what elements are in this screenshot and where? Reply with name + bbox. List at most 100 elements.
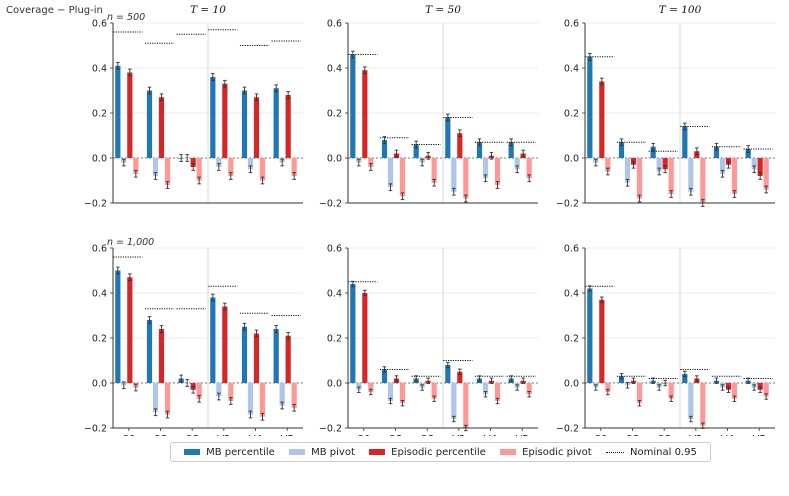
bar-episodic-percentile-v2 [222, 306, 228, 383]
bar-episodic-pivot-v5 [526, 158, 532, 179]
x-tick-label-v5: V5 [753, 434, 766, 436]
bar-mb-percentile-v4 [241, 90, 248, 158]
bar-mb-percentile-q3 [650, 146, 656, 158]
bar-mb-pivot-v4 [719, 158, 726, 174]
panel-r1-c2: −0.2 0.0 0.2 0.4 0.6 T = 50 [319, 4, 538, 210]
y-tick-label: −0.2 [319, 199, 342, 210]
bar-mb-pivot-v4 [482, 158, 489, 179]
y-tick-label: −0.2 [556, 424, 579, 435]
bar-episodic-pivot-v4 [731, 158, 738, 194]
figure-suptitle: Coverage − Plug-in [6, 5, 103, 16]
bar-episodic-pivot-q1 [605, 158, 611, 172]
bar-mb-percentile-q2 [381, 369, 388, 383]
bar-mb-pivot-q3 [656, 158, 662, 172]
bar-mb-pivot-q2 [387, 383, 394, 401]
bar-mb-pivot-v2 [688, 158, 694, 192]
bar-mb-pivot-v2 [216, 383, 222, 397]
y-tick-label: 0.4 [564, 289, 579, 300]
x-tick-label-q1: Q1 [122, 434, 136, 436]
legend-item-mb-percentile: MB percentile [184, 447, 275, 458]
x-tick-label-v4: V4 [249, 434, 262, 436]
bar-episodic-pivot-q1 [605, 383, 611, 392]
bar-mb-percentile-v2 [210, 77, 216, 158]
x-tick-label-q1: Q1 [357, 434, 371, 436]
bar-mb-percentile-q1 [350, 54, 356, 158]
column-title: T = 100 [659, 4, 702, 16]
y-tick-label: 0.2 [564, 109, 579, 120]
bar-episodic-pivot-v2 [228, 158, 234, 176]
legend-swatch-episodic-percentile [369, 449, 386, 455]
bar-episodic-percentile-v4 [725, 383, 732, 390]
x-tick-label-v2: V2 [217, 434, 230, 436]
bar-episodic-percentile-q1 [362, 293, 368, 383]
bar-episodic-percentile-v5 [285, 95, 291, 158]
y-tick-label: 0.4 [327, 64, 342, 75]
bar-episodic-pivot-v2 [228, 383, 234, 401]
legend-label-nominal: Nominal 0.95 [630, 446, 697, 458]
bar-mb-percentile-q1 [587, 56, 593, 158]
y-tick-label: 0.6 [92, 19, 107, 30]
bar-mb-percentile-v2 [445, 365, 451, 383]
x-tick-label-q2: Q2 [388, 434, 402, 436]
x-tick-label-q3: Q3 [420, 434, 434, 436]
x-tick-label-v2: V2 [452, 434, 465, 436]
bar-episodic-pivot-v5 [291, 158, 297, 176]
bar-episodic-percentile-v2 [457, 371, 463, 383]
bar-mb-percentile-q1 [115, 270, 121, 383]
bar-episodic-percentile-q2 [158, 97, 165, 158]
bar-episodic-percentile-q3 [190, 158, 196, 167]
x-tick-label-v2: V2 [689, 434, 702, 436]
legend-label-mb-percentile: MB percentile [206, 446, 275, 458]
y-tick-label: −0.2 [84, 199, 107, 210]
bar-mb-percentile-q2 [381, 140, 388, 158]
legend-item-episodic-percentile: Episodic percentile [369, 447, 486, 458]
bar-mb-percentile-v2 [445, 117, 451, 158]
bar-episodic-pivot-q3 [431, 383, 437, 399]
x-tick-label-v5: V5 [281, 434, 294, 436]
bar-episodic-pivot-v5 [763, 383, 769, 397]
bar-episodic-percentile-v5 [285, 335, 291, 383]
bar-mb-pivot-v2 [216, 158, 222, 167]
bar-mb-percentile-v4 [476, 142, 483, 158]
bar-episodic-pivot-q1 [368, 158, 374, 167]
bar-mb-pivot-v4 [482, 383, 489, 395]
y-tick-label: 0.4 [92, 289, 107, 300]
panel-r2-c2: −0.2 0.0 0.2 0.4 0.6 Q1 Q2 Q3 V2 V4 V5 [319, 244, 538, 436]
y-tick-label: 0.6 [564, 19, 579, 30]
legend-label-mb-pivot: MB pivot [311, 446, 355, 458]
bar-mb-percentile-v5 [508, 142, 514, 158]
bar-episodic-pivot-v2 [463, 158, 469, 199]
bar-episodic-pivot-v5 [291, 383, 297, 408]
bar-mb-pivot-v4 [247, 383, 254, 415]
x-tick-label-v4: V4 [721, 434, 734, 436]
y-tick-label: 0.4 [564, 64, 579, 75]
bar-mb-percentile-v4 [241, 326, 248, 383]
bar-mb-percentile-q1 [350, 284, 356, 383]
legend-swatch-mb-pivot [289, 449, 306, 455]
y-tick-label: 0.6 [92, 244, 107, 255]
panel-r1-c1: −0.2 0.0 0.2 0.4 0.6 T = 10 n = 500 [84, 4, 303, 210]
y-tick-label: 0.4 [327, 289, 342, 300]
legend-swatch-episodic-pivot [500, 449, 517, 455]
bar-mb-percentile-v5 [273, 329, 279, 383]
y-tick-label: 0.2 [327, 334, 342, 345]
legend-label-episodic-percentile: Episodic percentile [391, 446, 486, 458]
bar-episodic-percentile-q1 [127, 277, 133, 383]
bar-mb-percentile-v4 [713, 146, 720, 158]
legend: MB percentile MB pivot Episodic percenti… [170, 442, 711, 462]
bar-mb-percentile-q2 [618, 142, 625, 158]
panel-r2-c1: −0.2 0.0 0.2 0.4 0.6 Q1 Q2 Q3 V2 V4 V5 n = 1,000 [84, 237, 303, 436]
y-tick-label: 0.2 [564, 334, 579, 345]
bar-episodic-pivot-q2 [164, 383, 171, 415]
bar-episodic-pivot-q3 [431, 158, 437, 183]
y-tick-label: −0.2 [319, 424, 342, 435]
bar-mb-percentile-v5 [745, 149, 751, 158]
x-tick-label-v5: V5 [516, 434, 529, 436]
bar-mb-pivot-q2 [387, 158, 394, 188]
bar-episodic-pivot-q2 [164, 158, 171, 185]
bar-mb-pivot-q2 [152, 383, 159, 413]
bar-mb-pivot-v2 [451, 158, 457, 192]
x-tick-label-q3: Q3 [657, 434, 671, 436]
y-tick-label: 0.2 [92, 109, 107, 120]
column-title: T = 50 [425, 4, 461, 16]
